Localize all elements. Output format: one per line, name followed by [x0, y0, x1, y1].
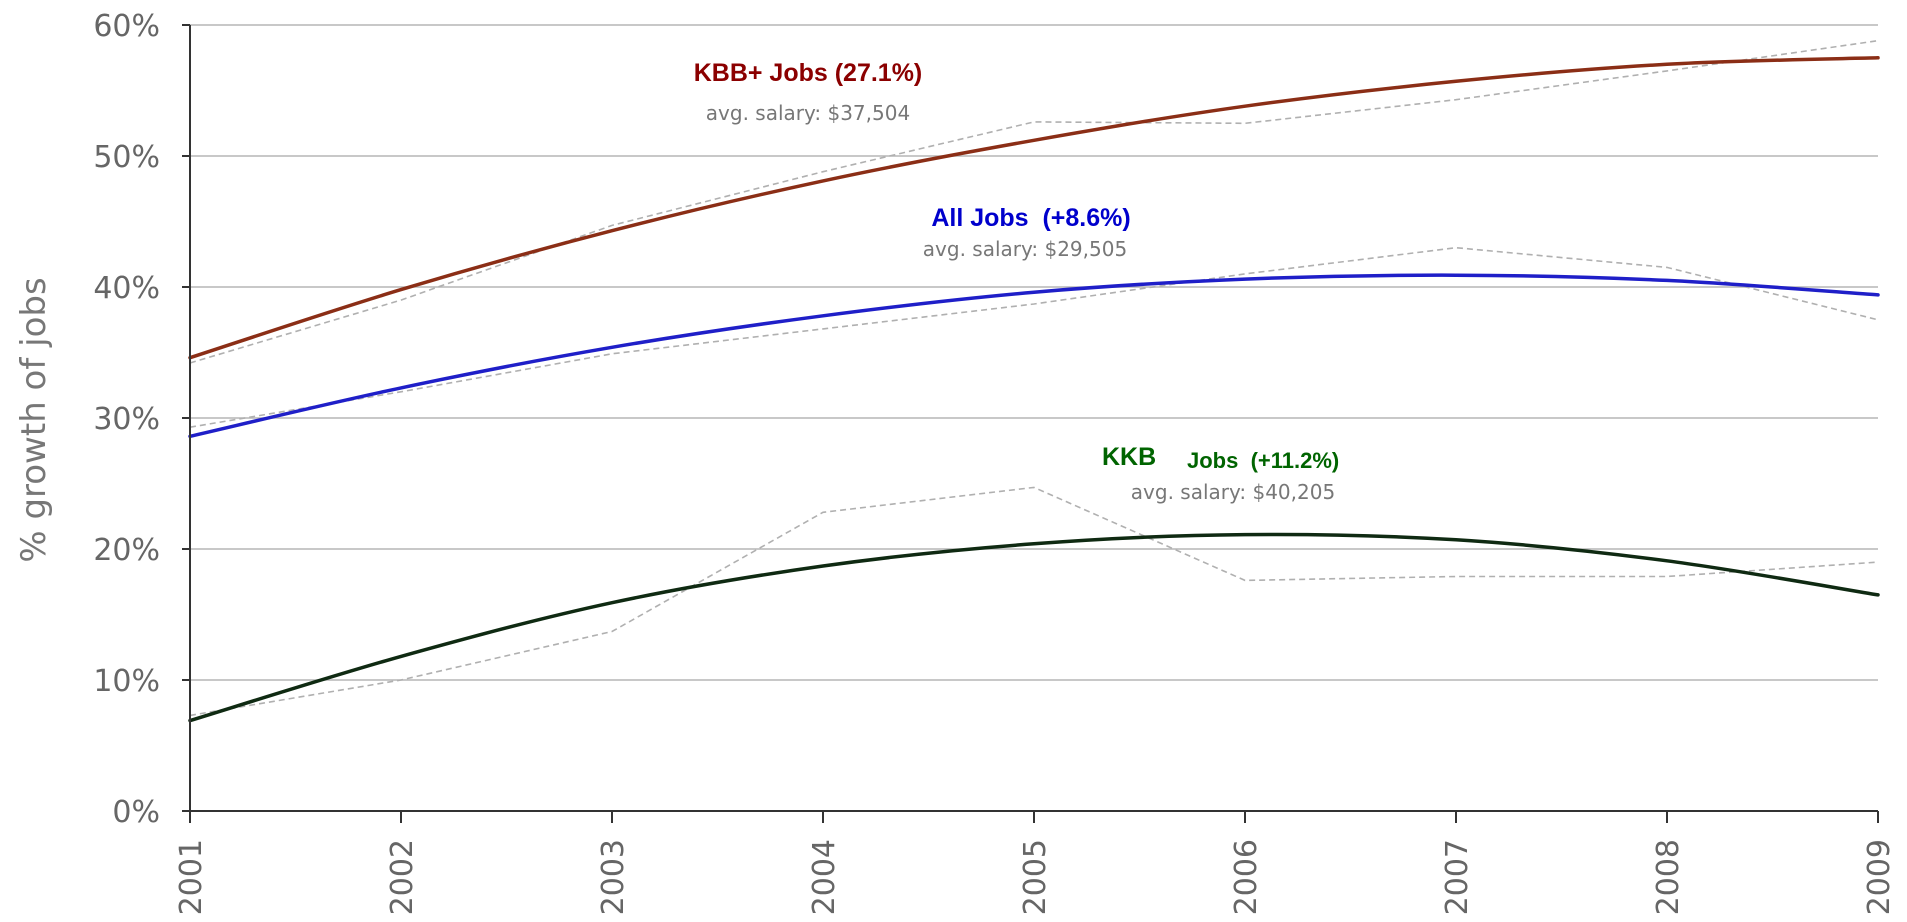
annotation-all-title: All Jobs (+8.6%) — [931, 204, 1130, 232]
y-tick-label: 0% — [112, 795, 160, 830]
y-tick-label: 10% — [93, 664, 160, 699]
y-tick-label: 40% — [93, 271, 160, 306]
series-kkb-actual-line — [190, 487, 1878, 715]
series-all-jobs-actual-line — [190, 248, 1878, 428]
x-tick-label: 2002 — [385, 839, 420, 915]
series-kbb-plus-actual-line — [190, 41, 1878, 363]
annotation-kkb-title-part1: KKB — [1102, 443, 1156, 471]
x-tick-label: 2004 — [807, 839, 842, 915]
y-tick-label: 50% — [93, 140, 160, 175]
x-tick-label: 2007 — [1440, 839, 1475, 915]
x-tick-label: 2009 — [1862, 839, 1897, 915]
y-axis-title: % growth of jobs — [14, 277, 54, 562]
x-tick-label: 2001 — [174, 839, 209, 915]
x-tick-label: 2006 — [1229, 839, 1264, 915]
annotation-kkb-salary: avg. salary: $40,205 — [1131, 480, 1335, 504]
annotation-kbb-salary: avg. salary: $37,504 — [706, 101, 910, 125]
trend-lines — [190, 58, 1878, 721]
x-tick-label: 2003 — [596, 839, 631, 915]
y-tick-label: 60% — [93, 9, 160, 44]
gridlines — [190, 25, 1878, 680]
series-kkb-trend-line — [190, 534, 1878, 720]
y-tick-label: 30% — [93, 402, 160, 437]
series-all-jobs-trend-line — [190, 275, 1878, 436]
y-tick-label: 20% — [93, 533, 160, 568]
x-ticks: 2001 2002 2003 2004 2005 2006 2007 2008 2009 — [174, 811, 1897, 915]
y-ticks: 0% 10% 20% 30% 40% 50% 60% — [93, 9, 190, 830]
x-tick-label: 2008 — [1651, 839, 1686, 915]
annotation-kkb-title-part2: Jobs (+11.2%) — [1187, 448, 1339, 473]
x-tick-label: 2005 — [1018, 839, 1053, 915]
annotation-kbb-title: KBB+ Jobs (27.1%) — [694, 59, 923, 87]
annotation-all-salary: avg. salary: $29,505 — [923, 237, 1127, 261]
